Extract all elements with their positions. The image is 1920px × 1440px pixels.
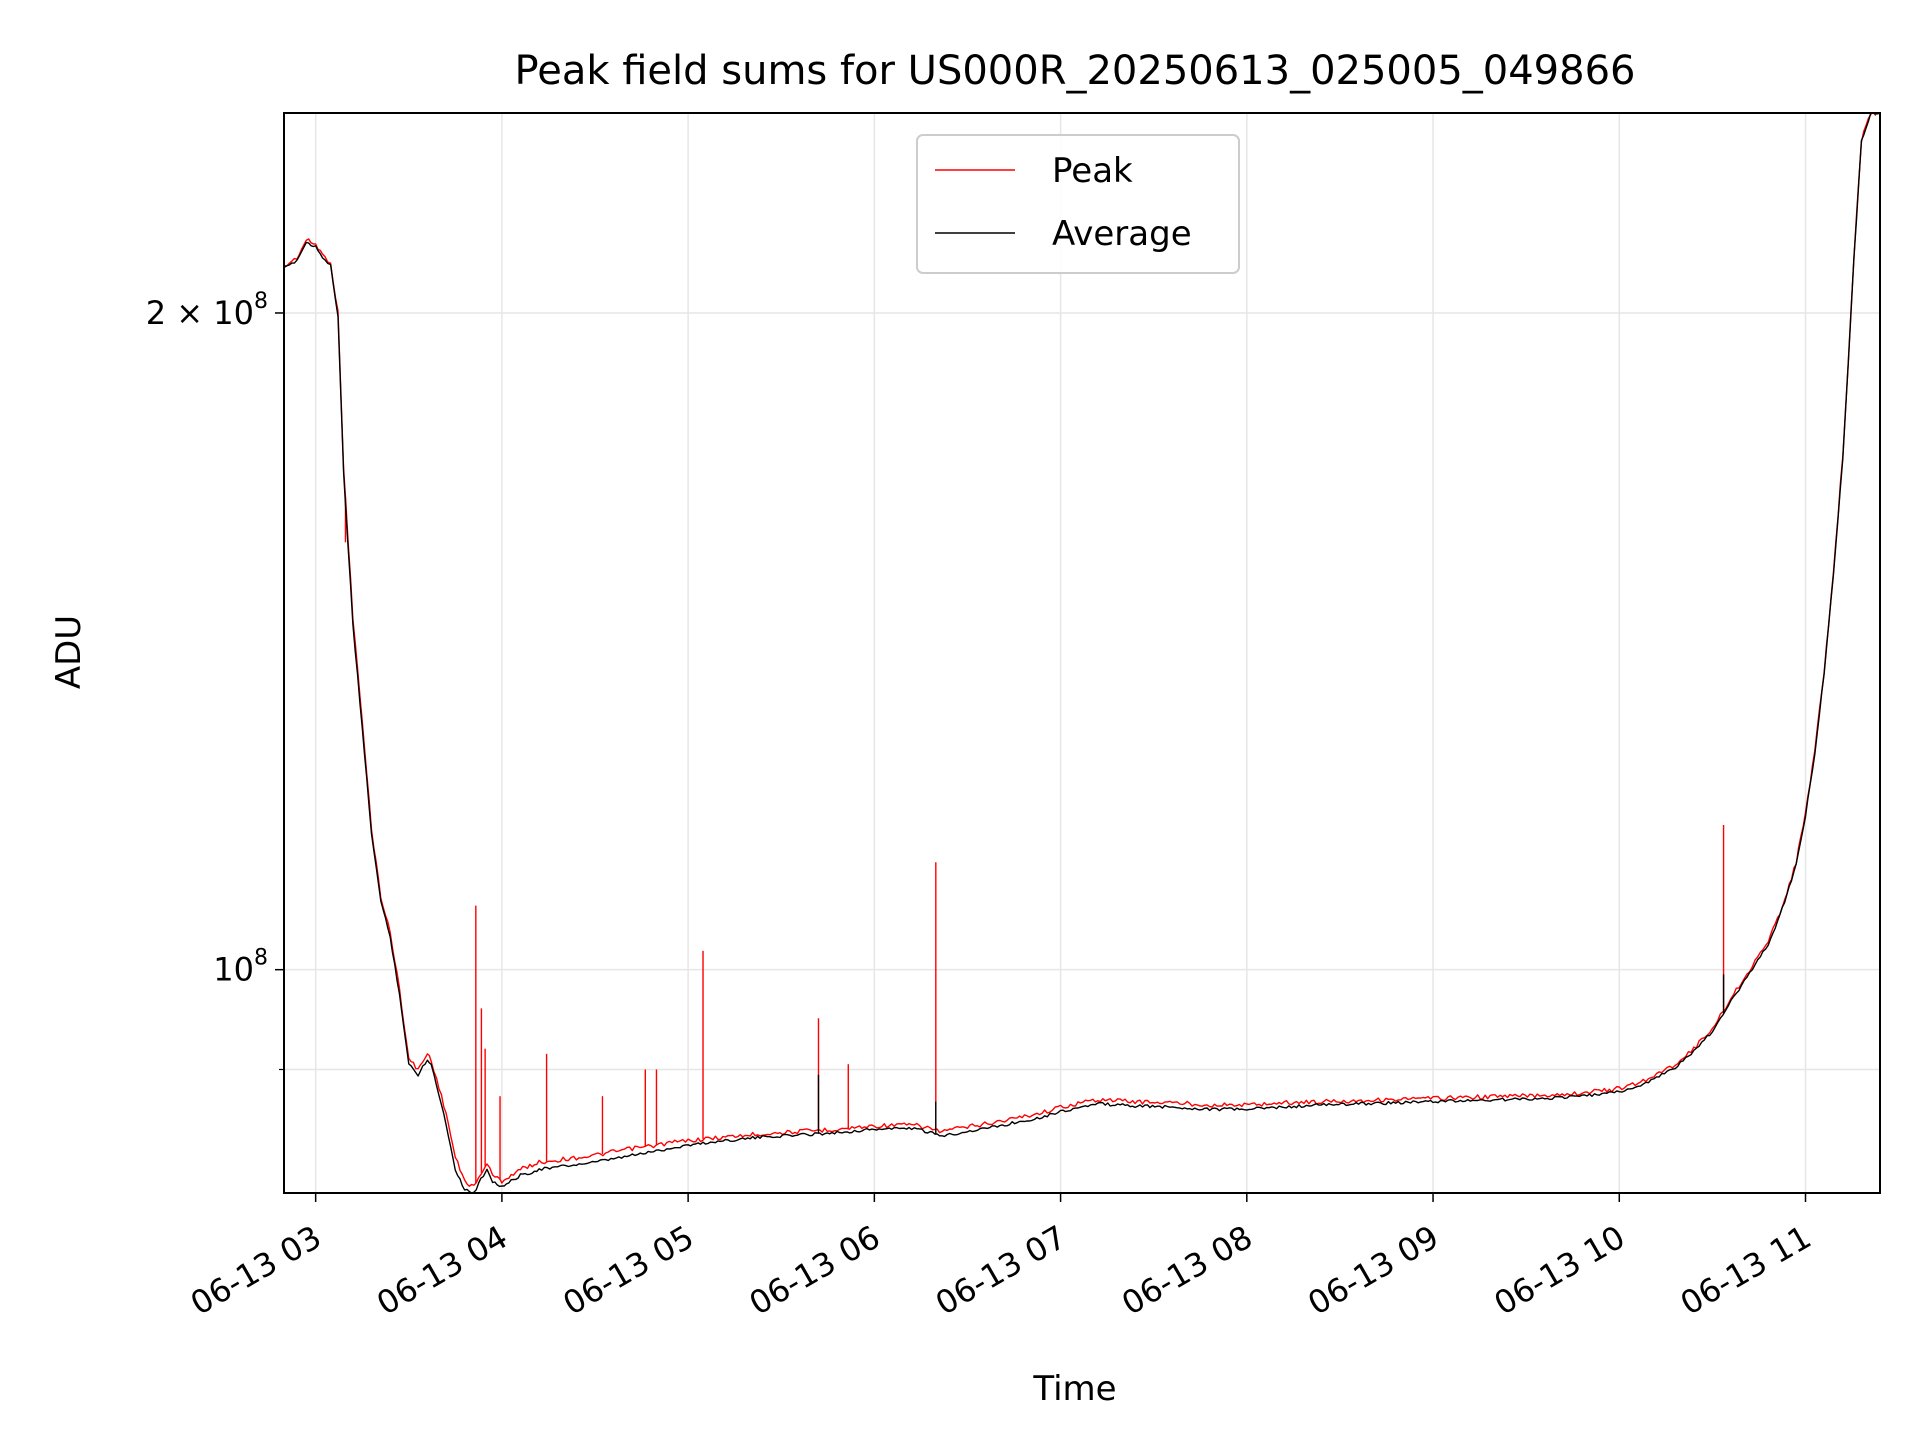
series-line-average — [284, 113, 1880, 1193]
y-axis-label: ADU — [49, 615, 89, 689]
series-group — [284, 113, 1880, 1193]
y-axis: 108 2 × 108 — [146, 289, 284, 1071]
legend-label-peak: Peak — [1052, 151, 1133, 191]
y-tick-label: 108 — [213, 946, 268, 989]
legend-label-average: Average — [1052, 214, 1192, 254]
chart-title: Peak field sums for US000R_20250613_0250… — [515, 48, 1636, 94]
series-line-peak — [284, 113, 1880, 1187]
x-axis-label: Time — [1032, 1369, 1116, 1409]
y-tick-label: 2 × 108 — [146, 289, 268, 332]
plot-area — [284, 113, 1880, 1193]
grid — [284, 113, 1880, 1193]
axes-frame — [283, 112, 1881, 1194]
legend: Peak Average — [916, 134, 1240, 274]
